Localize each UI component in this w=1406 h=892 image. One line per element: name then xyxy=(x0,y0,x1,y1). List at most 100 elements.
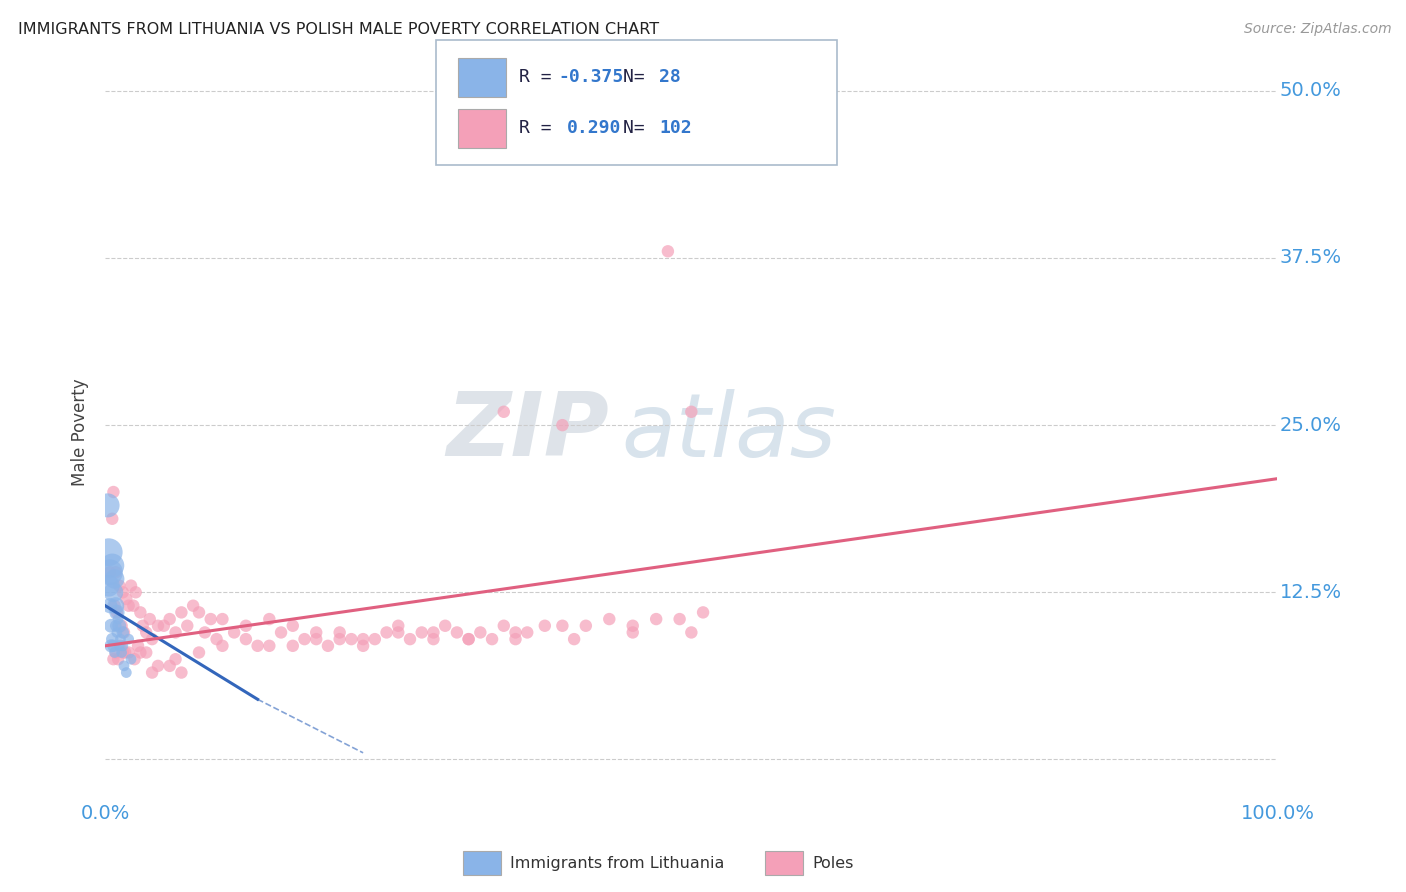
Text: 102: 102 xyxy=(659,120,692,137)
Point xyxy=(146,619,169,633)
Text: -0.375: -0.375 xyxy=(558,68,623,86)
Point xyxy=(352,632,374,647)
Text: Immigrants from Lithuania: Immigrants from Lithuania xyxy=(510,856,724,871)
Text: 12.5%: 12.5% xyxy=(1279,582,1341,602)
Point xyxy=(681,625,703,640)
Point xyxy=(457,632,479,647)
Y-axis label: Male Poverty: Male Poverty xyxy=(72,378,89,485)
Point xyxy=(575,619,598,633)
Text: N=: N= xyxy=(623,68,655,86)
Text: 50.0%: 50.0% xyxy=(1279,81,1341,100)
Text: Source: ZipAtlas.com: Source: ZipAtlas.com xyxy=(1244,22,1392,37)
Text: N=: N= xyxy=(623,120,655,137)
Point xyxy=(118,599,141,613)
Point xyxy=(114,646,136,660)
Point xyxy=(159,659,181,673)
Point xyxy=(107,652,129,666)
Point xyxy=(422,632,444,647)
Point xyxy=(316,639,339,653)
Point xyxy=(352,639,374,653)
Point xyxy=(111,619,134,633)
Point xyxy=(259,639,281,653)
Point xyxy=(598,612,620,626)
Point xyxy=(120,579,142,593)
Point xyxy=(104,599,127,613)
Point xyxy=(104,646,127,660)
Point xyxy=(200,612,222,626)
Point xyxy=(107,612,129,626)
Text: 37.5%: 37.5% xyxy=(1279,249,1341,268)
Point xyxy=(125,585,148,599)
Point xyxy=(562,632,585,647)
Point xyxy=(170,665,193,680)
Point xyxy=(470,625,492,640)
Point xyxy=(115,592,138,607)
Point xyxy=(364,632,387,647)
Point xyxy=(681,405,703,419)
Point xyxy=(387,625,409,640)
Point xyxy=(375,625,398,640)
Text: R =: R = xyxy=(519,68,562,86)
Point xyxy=(165,625,187,640)
Text: Poles: Poles xyxy=(813,856,853,871)
Point xyxy=(492,405,515,419)
Point xyxy=(111,646,134,660)
Point xyxy=(101,512,124,526)
Point xyxy=(329,625,352,640)
Point xyxy=(141,665,163,680)
Point xyxy=(224,625,246,640)
Point xyxy=(104,619,127,633)
Point xyxy=(340,632,363,647)
Point xyxy=(211,639,233,653)
Point xyxy=(110,639,132,653)
Point xyxy=(551,619,574,633)
Point xyxy=(118,646,141,660)
Point xyxy=(96,499,118,513)
Point xyxy=(188,646,211,660)
Point xyxy=(281,619,304,633)
Point xyxy=(551,418,574,433)
Point xyxy=(188,606,211,620)
Point xyxy=(387,619,409,633)
Point xyxy=(533,619,555,633)
Point xyxy=(176,619,198,633)
Point xyxy=(294,632,316,647)
Point xyxy=(446,625,468,640)
Point xyxy=(103,639,125,653)
Point xyxy=(141,632,163,647)
Point xyxy=(124,652,146,666)
Point xyxy=(492,619,515,633)
Text: R =: R = xyxy=(519,120,574,137)
Point xyxy=(575,124,598,138)
Point xyxy=(129,646,152,660)
Point xyxy=(104,599,127,613)
Point xyxy=(135,646,157,660)
Point xyxy=(105,606,128,620)
Point xyxy=(120,652,142,666)
Point xyxy=(305,632,328,647)
Point xyxy=(135,625,157,640)
Point xyxy=(505,625,527,640)
Point xyxy=(246,639,269,653)
Point xyxy=(170,606,193,620)
Point xyxy=(621,625,644,640)
Text: IMMIGRANTS FROM LITHUANIA VS POLISH MALE POVERTY CORRELATION CHART: IMMIGRANTS FROM LITHUANIA VS POLISH MALE… xyxy=(18,22,659,37)
Point xyxy=(159,612,181,626)
Text: 28: 28 xyxy=(659,68,681,86)
Point xyxy=(103,485,125,500)
Point xyxy=(122,599,145,613)
Point xyxy=(621,619,644,633)
Point xyxy=(108,639,131,653)
Point xyxy=(103,652,125,666)
Point xyxy=(98,566,121,580)
Point xyxy=(112,625,135,640)
Point xyxy=(645,612,668,626)
Point xyxy=(105,606,128,620)
Point xyxy=(657,244,679,259)
Point xyxy=(692,606,714,620)
Point xyxy=(235,632,257,647)
Point xyxy=(434,619,457,633)
Point xyxy=(103,585,125,599)
Point xyxy=(146,659,169,673)
Point xyxy=(108,579,131,593)
